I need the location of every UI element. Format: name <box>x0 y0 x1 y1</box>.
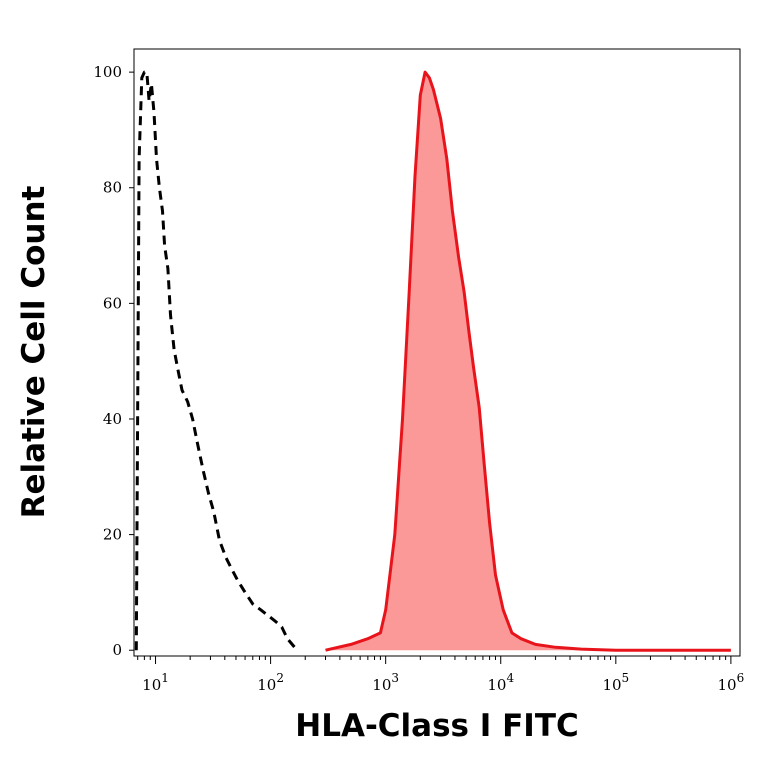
x-tick-label: 101 <box>142 671 169 694</box>
y-tick-label: 40 <box>103 410 122 428</box>
x-tick-label: 102 <box>257 671 284 694</box>
x-tick-base: 10 <box>257 676 276 694</box>
x-tick-exponent: 6 <box>737 671 745 685</box>
x-axis-title: HLA-Class I FITC <box>295 708 578 744</box>
y-tick-label: 100 <box>93 63 122 81</box>
x-tick-exponent: 4 <box>506 671 514 685</box>
x-tick-label: 106 <box>718 671 745 694</box>
x-axis: 101 102 103 104 105 106 <box>137 656 745 694</box>
y-tick-label: 60 <box>103 294 122 312</box>
x-tick-exponent: 2 <box>276 671 284 685</box>
x-tick-label: 104 <box>487 671 514 694</box>
x-tick-exponent: 5 <box>622 671 630 685</box>
y-axis-title: Relative Cell Count <box>16 185 52 518</box>
x-tick-base: 10 <box>372 676 391 694</box>
y-axis: 0 20 40 60 80 100 <box>93 63 134 659</box>
x-tick-exponent: 3 <box>391 671 399 685</box>
x-tick-base: 10 <box>602 676 621 694</box>
x-tick-label: 105 <box>602 671 629 694</box>
control-histogram-line <box>134 70 299 652</box>
x-tick-base: 10 <box>718 676 737 694</box>
y-tick-label: 80 <box>103 179 122 197</box>
x-tick-label: 103 <box>372 671 399 694</box>
y-tick-label: 20 <box>103 526 122 544</box>
x-tick-base: 10 <box>487 676 506 694</box>
x-tick-exponent: 1 <box>161 671 169 685</box>
stained-histogram-line <box>325 70 731 652</box>
plot-area <box>134 70 731 652</box>
x-tick-base: 10 <box>142 676 161 694</box>
y-tick-label: 0 <box>112 641 122 659</box>
stained-histogram-fill <box>325 72 731 651</box>
plot-frame <box>133 48 741 657</box>
